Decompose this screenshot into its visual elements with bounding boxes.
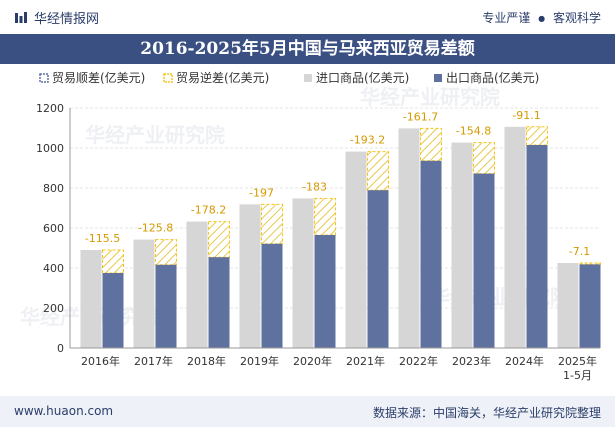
legend-label: 进口商品(亿美元) [316, 70, 409, 85]
deficit-label: -91.1 [512, 109, 540, 122]
bar-deficit [155, 239, 177, 266]
deficit-label: -115.5 [85, 232, 120, 245]
x-tick-label: 2025年 [558, 354, 597, 368]
y-tick-label: 400 [43, 262, 64, 275]
y-tick-label: 200 [43, 302, 64, 315]
bar-export [420, 160, 442, 348]
deficit-label: -178.2 [191, 204, 226, 217]
bar-export [261, 243, 283, 348]
x-axis: 2016年 2017年 2018年 2019年 2020年 2021年 2022年 2023年… [70, 347, 600, 382]
deficit-label: -154.8 [456, 125, 491, 138]
bar-export [579, 264, 601, 348]
y-tick-label: 800 [43, 182, 64, 195]
bar-export [314, 235, 336, 348]
x-tick-label: 2024年 [505, 354, 544, 368]
x-tick-label: 2021年 [346, 354, 385, 368]
y-tick-label: 0 [57, 342, 64, 355]
watermark-text: 华经产业研究院 [85, 123, 225, 147]
bar-deficit [473, 142, 495, 175]
x-tick-label: 2017年 [134, 354, 173, 368]
deficit-label: -125.8 [138, 222, 173, 235]
bar-import [80, 250, 102, 348]
bar-import [239, 204, 261, 348]
legend-label: 贸易逆差(亿美元) [176, 70, 269, 85]
bar-export [473, 173, 495, 348]
bar-import [398, 128, 420, 348]
slogan-right: 客观科学 [552, 11, 601, 25]
bar-deficit [208, 221, 230, 258]
watermark-text: 华经产业研究院 [430, 285, 570, 309]
bar-export [102, 273, 124, 348]
legend-swatch [39, 73, 49, 83]
bar-import [557, 263, 579, 348]
bar-deficit [420, 127, 442, 162]
watermark-text: 华经产业研究院 [360, 85, 500, 109]
y-tick-label: 1200 [36, 102, 64, 115]
bar-import [451, 142, 473, 348]
chart: 贸易顺差(亿美元) 贸易逆差(亿美元) 进口商品(亿美元) 出口商品(亿美元) 华经产… [20, 70, 601, 382]
legend-swatch [304, 74, 312, 82]
x-tick-label: 2016年 [81, 354, 120, 368]
x-tick-label: 2022年 [399, 354, 438, 368]
bar-import [292, 198, 314, 348]
y-tick-label: 600 [43, 222, 64, 235]
bar-export [208, 257, 230, 348]
x-tick-label: 2023年 [452, 354, 491, 368]
bar-import [186, 221, 208, 348]
brand-name: 华经情报网 [34, 12, 100, 27]
chart-title: 2016-2025年5月中国与马来西亚贸易差额 [0, 34, 615, 64]
bar-deficit [102, 249, 124, 274]
deficit-label: -161.7 [403, 110, 438, 123]
y-axis: 0 200 400 600 800 1000 1200 [36, 102, 71, 355]
bar-deficit [526, 126, 548, 146]
bar-export [155, 264, 177, 348]
top-bar: 华经情报网 专业严谨 ● 客观科学 [0, 0, 615, 34]
legend-label: 贸易顺差(亿美元) [52, 70, 145, 85]
bar-export [367, 190, 389, 348]
brand-logo-icon [15, 11, 27, 23]
deficit-label: -197 [249, 186, 274, 199]
legend-swatch [163, 73, 173, 83]
x-tick-label: 2019年 [240, 354, 279, 368]
legend: 贸易顺差(亿美元) 贸易逆差(亿美元) 进口商品(亿美元) 出口商品(亿美元) [39, 70, 539, 85]
x-tick-label: 2020年 [293, 354, 332, 368]
x-tick-label-line2: 1-5月 [563, 369, 592, 382]
x-tick-label: 2018年 [187, 354, 226, 368]
bar-import [133, 239, 155, 348]
slogan-left: 专业严谨 [482, 11, 531, 25]
bar-import [504, 126, 526, 348]
deficit-label: -183 [302, 180, 327, 193]
bar-deficit [579, 262, 601, 265]
bar-deficit [367, 151, 389, 191]
bar-export [526, 145, 548, 348]
slogan: 专业严谨 ● 客观科学 [482, 9, 601, 26]
deficit-label: -193.2 [350, 134, 385, 147]
bar-deficit [314, 197, 336, 236]
y-tick-label: 1000 [36, 142, 64, 155]
legend-label: 出口商品(亿美元) [446, 70, 539, 85]
bar-deficit [261, 203, 283, 245]
footer: www.huaon.com 数据来源：中国海关，华经产业研究院整理 [0, 396, 615, 427]
site-url[interactable]: www.huaon.com [14, 404, 114, 418]
deficit-label: -7.1 [569, 245, 590, 258]
brand[interactable]: 华经情报网 [14, 8, 99, 27]
legend-swatch [434, 74, 442, 82]
bars: -115.5 -125.8 -178.2 -197 -183 -193.2 -161.7 -1… [80, 109, 601, 348]
slogan-separator: ● [538, 14, 546, 23]
bar-import [345, 151, 367, 348]
data-source: 数据来源：中国海关，华经产业研究院整理 [372, 406, 601, 420]
